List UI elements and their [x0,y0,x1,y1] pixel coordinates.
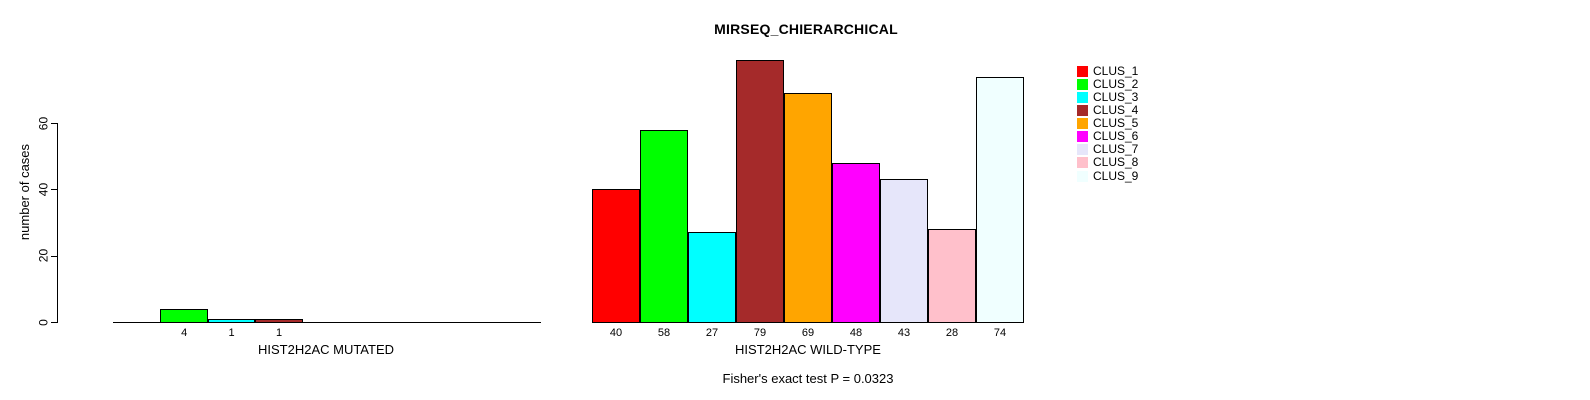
legend-swatch-clus_1 [1077,66,1088,77]
legend-swatch-clus_8 [1077,157,1088,169]
legend-label-clus_9: CLUS_9 [1093,168,1139,183]
bar-clus_4 [736,59,784,323]
legend-swatch-clus_4 [1077,105,1088,117]
y-tick-mark [51,123,57,124]
bar-clus_3 [688,232,736,323]
bar-clus_5 [784,93,832,323]
bar-value-label: 1 [228,327,235,339]
legend-label-clus_5: CLUS_5 [1093,116,1139,131]
bar-value-label: 58 [657,327,671,339]
legend-swatch-clus_9 [1077,170,1088,182]
legend-label-clus_1: CLUS_1 [1093,64,1139,78]
y-tick-mark [51,255,57,257]
bar-value-label: 48 [849,327,863,339]
bar-value-label: 79 [753,327,767,339]
y-tick-mark [51,189,57,191]
legend-label-clus_3: CLUS_3 [1093,90,1139,105]
bar-value-label: 40 [609,327,623,339]
bar-value-label: 43 [897,327,911,339]
bar-clus_2 [160,308,208,323]
bar-clus_1 [592,189,640,323]
legend-label-clus_6: CLUS_6 [1093,129,1139,144]
bar-clus_2 [640,129,688,323]
bar-clus_7 [880,179,928,323]
bar-clus_6 [832,162,880,323]
x-label-mutated: HIST2H2AC MUTATED [257,342,395,357]
bar-value-label: 1 [275,327,283,339]
legend-swatch-clus_6 [1077,131,1088,143]
legend-swatch-clus_2 [1077,79,1088,91]
y-tick-label: 0 [36,318,51,326]
bar-value-label: 27 [705,327,719,339]
y-tick-label: 20 [36,248,51,263]
legend-swatch-clus_5 [1077,118,1088,130]
chart-title: MIRSEQ_CHIERARCHICAL [714,21,898,37]
legend-label-clus_4: CLUS_4 [1093,103,1139,118]
legend-label-clus_7: CLUS_7 [1093,142,1139,157]
bar-clus_8 [928,229,976,323]
y-axis-line [57,123,58,323]
annotation-fisher-test: Fisher's exact test P = 0.0323 [722,371,894,386]
bar-value-label: 28 [945,327,959,339]
y-tick-label: 60 [36,116,51,130]
bar-value-label: 74 [993,327,1007,339]
legend-label-clus_2: CLUS_2 [1093,77,1139,92]
bar-value-label: 4 [181,327,188,339]
y-axis-label: number of cases [17,143,32,241]
bar-clus_9 [976,76,1024,323]
y-tick-mark [51,322,57,323]
legend-label-clus_8: CLUS_8 [1093,155,1139,170]
x-axis-line-mutated [113,322,541,323]
bar-value-label: 69 [801,327,815,339]
y-tick-label: 40 [36,182,51,197]
legend-swatch-clus_3 [1077,92,1088,104]
legend-swatch-clus_7 [1077,144,1088,156]
x-label-wildtype: HIST2H2AC WILD-TYPE [735,342,881,357]
bar-clus_3 [207,318,256,323]
bar-clus_4 [255,318,303,323]
